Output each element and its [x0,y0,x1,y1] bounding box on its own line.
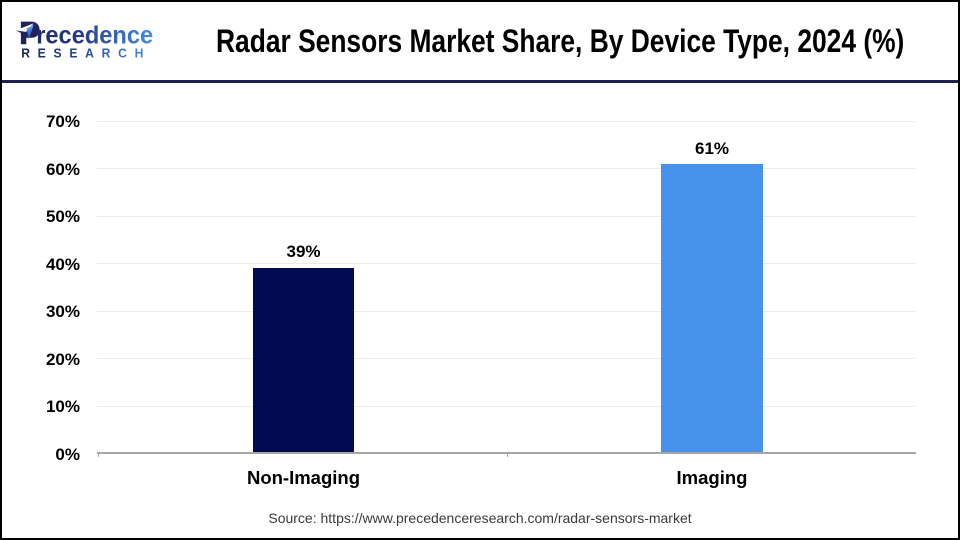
svg-text:RESEARCH: RESEARCH [21,47,151,61]
svg-text:recedence: recedence [36,22,153,50]
